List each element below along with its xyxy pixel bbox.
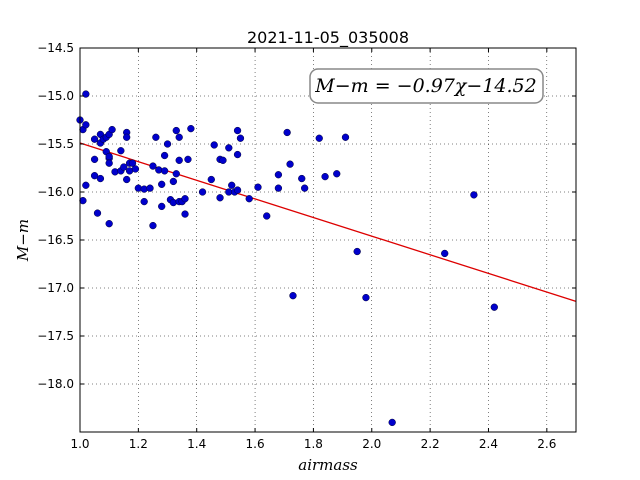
data-point: [470, 191, 478, 199]
data-point: [333, 170, 341, 178]
data-point: [274, 171, 283, 179]
chart-title: 2021-11-05_035008: [247, 28, 409, 48]
data-point: [298, 174, 306, 183]
y-tick-label: −16.5: [37, 233, 74, 247]
fit-annotation: M−m = −0.97χ−14.52: [309, 68, 544, 104]
x-tick-label: 1.2: [129, 437, 148, 451]
data-point: [233, 126, 242, 135]
data-point: [233, 186, 242, 194]
x-tick-label: 1.8: [304, 437, 323, 451]
data-point: [283, 128, 291, 137]
y-tick-label: −18.0: [37, 377, 74, 391]
data-point: [140, 197, 148, 206]
data-point: [362, 293, 370, 302]
y-tick-label: −15.0: [37, 89, 74, 103]
data-point: [163, 140, 172, 148]
data-point: [108, 125, 116, 134]
data-point: [169, 177, 178, 186]
y-tick-label: −17.5: [37, 329, 74, 343]
data-point: [82, 121, 90, 129]
data-point: [172, 126, 180, 135]
data-point: [105, 220, 113, 228]
data-point: [120, 163, 128, 171]
y-tick-label: −15.5: [37, 137, 74, 151]
data-point: [198, 188, 207, 196]
data-point: [219, 156, 227, 164]
data-point: [82, 90, 90, 98]
data-point: [289, 292, 297, 300]
data-point: [490, 303, 498, 311]
x-tick-label: 1.6: [246, 437, 265, 451]
data-point: [274, 184, 283, 192]
data-point: [105, 152, 113, 161]
data-point: [131, 165, 140, 173]
axis-ticks: 1.0 1.2 1.4 1.6 1.8 2.0 2.2 2.4 2.6 −14.5 −15.0 −15…: [37, 41, 576, 451]
data-point: [301, 184, 309, 192]
annotation-text: M−m = −0.97χ−14.52: [314, 75, 536, 97]
data-point: [225, 144, 233, 152]
data-point: [263, 212, 271, 220]
x-axis-label: airmass: [298, 456, 358, 474]
data-point: [149, 221, 157, 230]
x-tick-label: 1.0: [70, 437, 89, 451]
data-point: [160, 167, 169, 175]
data-point: [90, 155, 99, 164]
data-point: [172, 170, 180, 178]
data-point: [93, 209, 102, 217]
x-tick-label: 2.2: [421, 437, 440, 451]
data-point: [441, 249, 449, 258]
data-point: [105, 159, 113, 167]
data-point: [79, 196, 87, 205]
data-point: [228, 181, 236, 189]
data-point: [152, 133, 160, 141]
data-point: [90, 172, 99, 180]
x-tick-label: 2.6: [537, 437, 556, 451]
data-point: [149, 162, 157, 170]
data-point: [90, 135, 99, 143]
data-point: [353, 247, 361, 256]
data-point: [233, 150, 242, 159]
data-point: [286, 160, 294, 168]
data-point: [158, 202, 166, 211]
data-point: [245, 195, 253, 203]
y-tick-label: −16.0: [37, 185, 74, 199]
x-tick-label: 2.4: [479, 437, 498, 451]
y-tick-label: −17.0: [37, 281, 74, 295]
x-tick-label: 2.0: [362, 437, 381, 451]
data-point: [175, 156, 183, 164]
x-tick-label: 1.4: [187, 437, 206, 451]
y-axis-label: M−m: [14, 219, 32, 262]
data-point: [96, 174, 105, 183]
data-point: [128, 159, 137, 167]
data-point: [184, 155, 192, 164]
data-point: [341, 133, 350, 141]
data-point: [175, 133, 183, 141]
data-points: [76, 90, 498, 427]
data-point: [82, 181, 90, 189]
data-point: [181, 195, 189, 203]
data-point: [315, 134, 323, 142]
data-point: [117, 147, 125, 155]
annotation-box: [309, 68, 544, 104]
data-point: [207, 175, 215, 184]
data-point: [210, 141, 218, 149]
data-point: [158, 180, 166, 188]
data-point: [236, 134, 245, 142]
data-point: [388, 418, 396, 427]
data-point: [187, 124, 195, 133]
data-point: [216, 194, 224, 202]
data-point: [254, 183, 262, 191]
data-point: [123, 175, 131, 184]
data-point: [146, 184, 154, 192]
y-tick-label: −14.5: [37, 41, 74, 55]
data-point: [123, 133, 131, 141]
data-point: [160, 151, 169, 160]
data-point: [181, 210, 189, 218]
data-point: [321, 172, 329, 181]
